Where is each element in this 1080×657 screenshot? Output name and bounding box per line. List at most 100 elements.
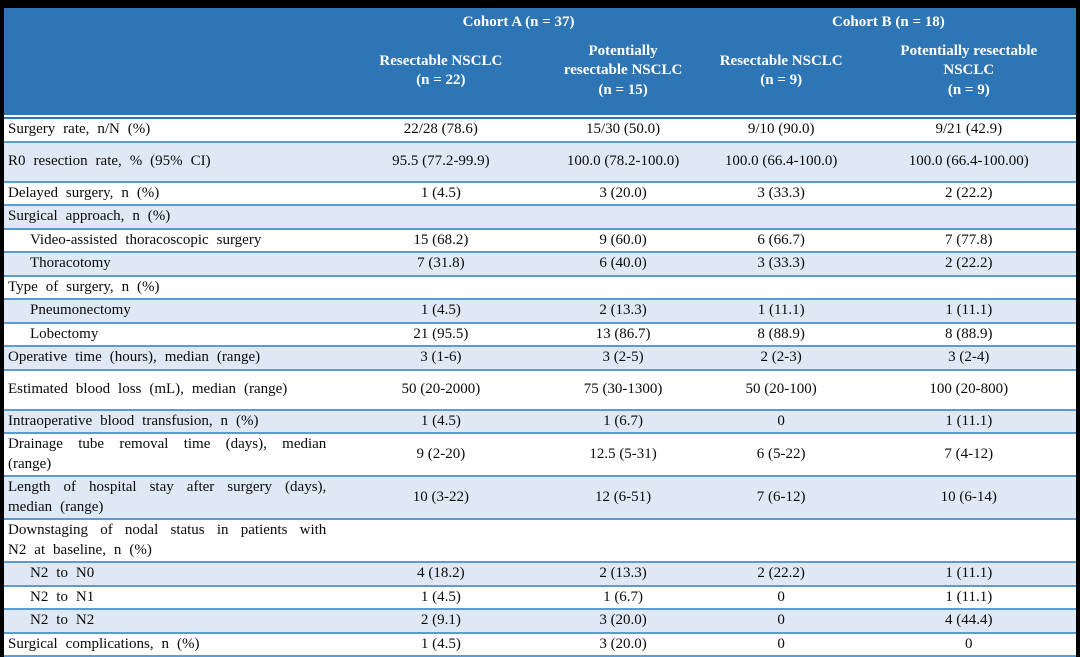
value-cell: 2 (22.2) — [862, 251, 1076, 275]
table-row: N2 to N2 2 (9.1) 3 (20.0) 0 4 (44.4) — [4, 608, 1076, 632]
value-cell: 9/21 (42.9) — [862, 117, 1076, 141]
subheader-row: Resectable NSCLC (n = 22) Potentially re… — [4, 35, 1076, 117]
value-cell: 7 (31.8) — [336, 251, 545, 275]
value-cell: 75 (30-1300) — [545, 369, 700, 409]
column-header-potentially-resectable-b: Potentially resectable NSCLC (n = 9) — [862, 35, 1076, 117]
row-label: Downstaging of nodal status in patients … — [4, 518, 336, 561]
value-cell: 100 (20-800) — [862, 369, 1076, 409]
value-cell: 1 (11.1) — [862, 409, 1076, 433]
value-cell — [336, 275, 545, 299]
value-cell: 7 (6-12) — [701, 475, 862, 518]
cohort-header-row: Cohort A (n = 37) Cohort B (n = 18) — [4, 8, 1076, 35]
row-label: Length of hospital stay after surgery (d… — [4, 475, 336, 518]
value-cell: 1 (4.5) — [336, 585, 545, 609]
row-label: Type of surgery, n (%) — [4, 275, 336, 299]
value-cell: 2 (22.2) — [701, 561, 862, 585]
cohort-b-header: Cohort B (n = 18) — [701, 8, 1076, 35]
table-row: Lobectomy 21 (95.5) 13 (86.7) 8 (88.9) 8… — [4, 322, 1076, 346]
value-cell: 3 (33.3) — [701, 251, 862, 275]
value-cell: 9 (60.0) — [545, 228, 700, 252]
value-cell: 6 (66.7) — [701, 228, 862, 252]
value-cell: 13 (86.7) — [545, 322, 700, 346]
value-cell: 1 (4.5) — [336, 181, 545, 205]
row-label: N2 to N0 — [4, 561, 336, 585]
value-cell — [862, 204, 1076, 228]
value-cell: 0 — [701, 409, 862, 433]
row-label: Operative time (hours), median (range) — [4, 345, 336, 369]
value-cell: 10 (6-14) — [862, 475, 1076, 518]
row-label: Intraoperative blood transfusion, n (%) — [4, 409, 336, 433]
value-cell: 95.5 (77.2-99.9) — [336, 141, 545, 181]
column-header-resectable-b: Resectable NSCLC (n = 9) — [701, 35, 862, 117]
table-row: N2 to N0 4 (18.2) 2 (13.3) 2 (22.2) 1 (1… — [4, 561, 1076, 585]
value-cell: 6 (40.0) — [545, 251, 700, 275]
row-label: Drainage tube removal time (days), media… — [4, 432, 336, 475]
table-row: Surgery rate, n/N (%) 22/28 (78.6) 15/30… — [4, 117, 1076, 141]
value-cell: 12 (6-51) — [545, 475, 700, 518]
value-cell: 9/10 (90.0) — [701, 117, 862, 141]
value-cell: 1 (11.1) — [701, 298, 862, 322]
value-cell — [701, 275, 862, 299]
value-cell: 0 — [701, 632, 862, 657]
value-cell: 2 (2-3) — [701, 345, 862, 369]
table-row: Drainage tube removal time (days), media… — [4, 432, 1076, 475]
value-cell: 3 (20.0) — [545, 608, 700, 632]
value-cell: 7 (77.8) — [862, 228, 1076, 252]
value-cell: 3 (33.3) — [701, 181, 862, 205]
value-cell: 100.0 (78.2-100.0) — [545, 141, 700, 181]
value-cell: 3 (1-6) — [336, 345, 545, 369]
value-cell: 15 (68.2) — [336, 228, 545, 252]
table-row: Operative time (hours), median (range) 3… — [4, 345, 1076, 369]
table-row: Video-assisted thoracoscopic surgery 15 … — [4, 228, 1076, 252]
row-label: Delayed surgery, n (%) — [4, 181, 336, 205]
value-cell: 1 (4.5) — [336, 409, 545, 433]
value-cell: 8 (88.9) — [862, 322, 1076, 346]
surgical-outcomes-table: Cohort A (n = 37) Cohort B (n = 18) Rese… — [4, 8, 1076, 657]
value-cell: 1 (4.5) — [336, 298, 545, 322]
table-row: Intraoperative blood transfusion, n (%) … — [4, 409, 1076, 433]
value-cell: 2 (13.3) — [545, 298, 700, 322]
table-row: Delayed surgery, n (%) 1 (4.5) 3 (20.0) … — [4, 181, 1076, 205]
value-cell: 9 (2-20) — [336, 432, 545, 475]
row-label: Surgical approach, n (%) — [4, 204, 336, 228]
row-label: R0 resection rate, % (95% CI) — [4, 141, 336, 181]
value-cell: 3 (2-4) — [862, 345, 1076, 369]
table-row: Downstaging of nodal status in patients … — [4, 518, 1076, 561]
value-cell — [862, 518, 1076, 561]
value-cell: 1 (11.1) — [862, 561, 1076, 585]
value-cell: 3 (20.0) — [545, 632, 700, 657]
row-label: Surgery rate, n/N (%) — [4, 117, 336, 141]
value-cell: 1 (6.7) — [545, 409, 700, 433]
value-cell: 4 (18.2) — [336, 561, 545, 585]
value-cell — [336, 518, 545, 561]
value-cell: 1 (11.1) — [862, 298, 1076, 322]
value-cell: 15/30 (50.0) — [545, 117, 700, 141]
value-cell: 7 (4-12) — [862, 432, 1076, 475]
row-label: Video-assisted thoracoscopic surgery — [4, 228, 336, 252]
value-cell — [545, 275, 700, 299]
row-label: N2 to N2 — [4, 608, 336, 632]
value-cell: 2 (22.2) — [862, 181, 1076, 205]
table-row: Surgical approach, n (%) — [4, 204, 1076, 228]
table-body: Surgery rate, n/N (%) 22/28 (78.6) 15/30… — [4, 117, 1076, 657]
corner-cell-2 — [4, 35, 336, 117]
row-label: Surgical complications, n (%) — [4, 632, 336, 657]
row-label: Thoracotomy — [4, 251, 336, 275]
table-row: Surgical complications, n (%) 1 (4.5) 3 … — [4, 632, 1076, 657]
value-cell — [545, 518, 700, 561]
value-cell: 50 (20-2000) — [336, 369, 545, 409]
value-cell: 22/28 (78.6) — [336, 117, 545, 141]
value-cell — [336, 204, 545, 228]
cohort-a-header: Cohort A (n = 37) — [336, 8, 700, 35]
value-cell: 2 (9.1) — [336, 608, 545, 632]
column-header-resectable-a: Resectable NSCLC (n = 22) — [336, 35, 545, 117]
table-header: Cohort A (n = 37) Cohort B (n = 18) Rese… — [4, 8, 1076, 117]
value-cell: 10 (3-22) — [336, 475, 545, 518]
value-cell: 1 (11.1) — [862, 585, 1076, 609]
value-cell: 3 (20.0) — [545, 181, 700, 205]
row-label: Estimated blood loss (mL), median (range… — [4, 369, 336, 409]
table-row: N2 to N1 1 (4.5) 1 (6.7) 0 1 (11.1) — [4, 585, 1076, 609]
value-cell: 0 — [701, 608, 862, 632]
column-header-potentially-resectable-a: Potentially resectable NSCLC (n = 15) — [545, 35, 700, 117]
value-cell — [862, 275, 1076, 299]
